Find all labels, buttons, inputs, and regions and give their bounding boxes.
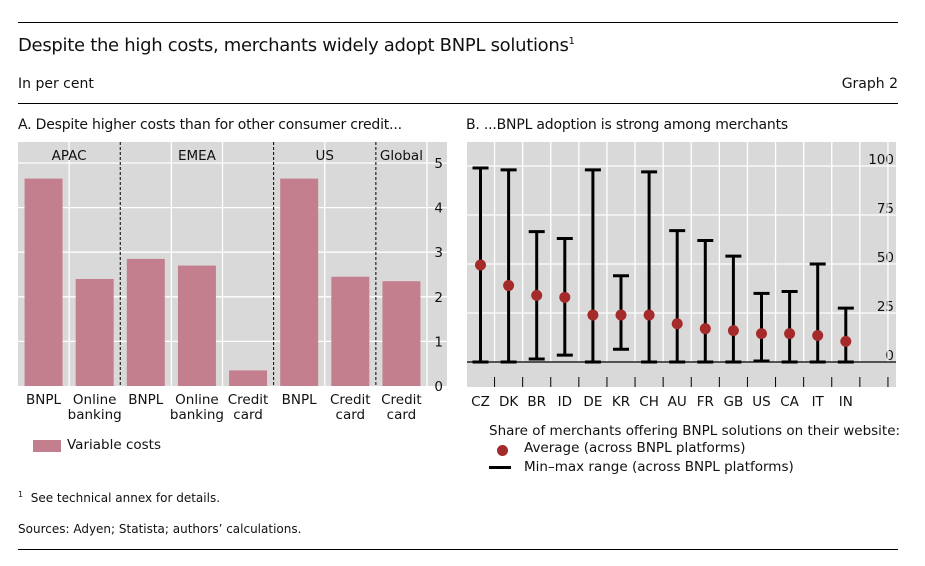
x-tick-label: ID	[558, 394, 572, 410]
average-dot-id	[559, 291, 571, 303]
y-tick-label: 4	[434, 201, 443, 217]
y-tick-label: 0	[885, 348, 894, 364]
x-tick-label: card	[336, 407, 366, 423]
x-tick-label: Credit	[330, 392, 371, 408]
header-rule	[18, 103, 898, 104]
average-dot-in	[840, 335, 852, 347]
x-tick-label: CH	[639, 394, 659, 410]
y-tick-label: 1	[434, 334, 443, 350]
bar-7	[331, 276, 370, 386]
x-tick-label: Online	[73, 392, 117, 408]
bar-3	[126, 258, 165, 386]
y-tick-label: 0	[434, 379, 443, 395]
x-tick-label: CZ	[471, 394, 490, 410]
average-dot-it	[812, 330, 824, 342]
x-tick-label: DE	[583, 394, 602, 410]
average-dot-br	[531, 289, 543, 301]
x-tick-label: BNPL	[282, 392, 318, 408]
sources: Sources: Adyen; Statista; authors’ calcu…	[18, 522, 302, 536]
legend-b-dot-icon	[497, 445, 508, 456]
y-tick-label: 25	[877, 299, 894, 315]
x-tick-label: BR	[527, 394, 546, 410]
y-tick-label: 5	[434, 156, 443, 172]
x-tick-label: CA	[780, 394, 799, 410]
panel-b-title: B. ...BNPL adoption is strong among merc…	[466, 117, 788, 133]
group-label-apac: APAC	[52, 148, 87, 164]
legend-a-label: Variable costs	[67, 437, 161, 453]
x-tick-label: KR	[612, 394, 630, 410]
legend-a-swatch	[33, 440, 61, 452]
bar-4	[177, 265, 216, 386]
top-rule	[18, 22, 898, 23]
panel-a-title: A. Despite higher costs than for other c…	[18, 117, 402, 133]
y-tick-label: 3	[434, 245, 443, 261]
bar-8	[382, 281, 421, 386]
x-tick-label: banking	[68, 407, 122, 423]
x-tick-label: GB	[724, 394, 744, 410]
legend-b-title: Share of merchants offering BNPL solutio…	[489, 423, 901, 439]
legend-b-range: Min–max range (across BNPL platforms)	[524, 459, 794, 475]
x-tick-label: card	[233, 407, 263, 423]
bottom-rule	[18, 549, 898, 550]
x-tick-label: IN	[839, 394, 853, 410]
title-footnote-mark: 1	[568, 36, 575, 47]
y-tick-label: 100	[868, 152, 894, 168]
title-text: Despite the high costs, merchants widely…	[18, 35, 569, 56]
group-label-us: US	[316, 148, 334, 164]
legend-b-range-icon	[489, 466, 511, 469]
average-dot-dk	[503, 280, 515, 292]
x-tick-label: BNPL	[128, 392, 164, 408]
y-tick-label: 50	[877, 250, 894, 266]
graph-number: Graph 2	[841, 76, 898, 92]
x-tick-label: Online	[175, 392, 219, 408]
legend-b-average: Average (across BNPL platforms)	[524, 440, 746, 456]
page-title: Despite the high costs, merchants widely…	[18, 35, 575, 56]
x-tick-label: card	[387, 407, 417, 423]
average-dot-fr	[699, 323, 711, 335]
x-tick-label: FR	[697, 394, 714, 410]
average-dot-kr	[615, 309, 627, 321]
group-label-global: Global	[380, 148, 423, 164]
bar-5	[229, 370, 268, 386]
average-dot-gb	[727, 325, 739, 337]
group-label-emea: EMEA	[178, 148, 217, 164]
x-tick-label: US	[752, 394, 770, 410]
bar-6	[280, 178, 319, 386]
x-tick-label: Credit	[228, 392, 269, 408]
footnote: 1 See technical annex for details.	[18, 490, 220, 505]
y-tick-label: 2	[434, 290, 443, 306]
average-dot-au	[671, 318, 683, 330]
footnote-text: See technical annex for details.	[30, 491, 221, 505]
x-tick-label: BNPL	[26, 392, 62, 408]
unit-label: In per cent	[18, 76, 94, 92]
average-dot-ch	[643, 309, 655, 321]
x-tick-label: banking	[170, 407, 224, 423]
footnote-mark: 1	[18, 490, 24, 499]
average-dot-us	[756, 328, 767, 340]
average-dot-ca	[784, 328, 796, 340]
x-tick-label: AU	[668, 394, 687, 410]
average-dot-de	[587, 309, 599, 321]
y-tick-label: 75	[877, 201, 894, 217]
bar-2	[75, 278, 114, 386]
average-dot-cz	[475, 259, 486, 271]
bar-1	[24, 178, 63, 386]
x-tick-label: Credit	[381, 392, 422, 408]
x-tick-label: DK	[499, 394, 519, 410]
x-tick-label: IT	[812, 394, 825, 410]
